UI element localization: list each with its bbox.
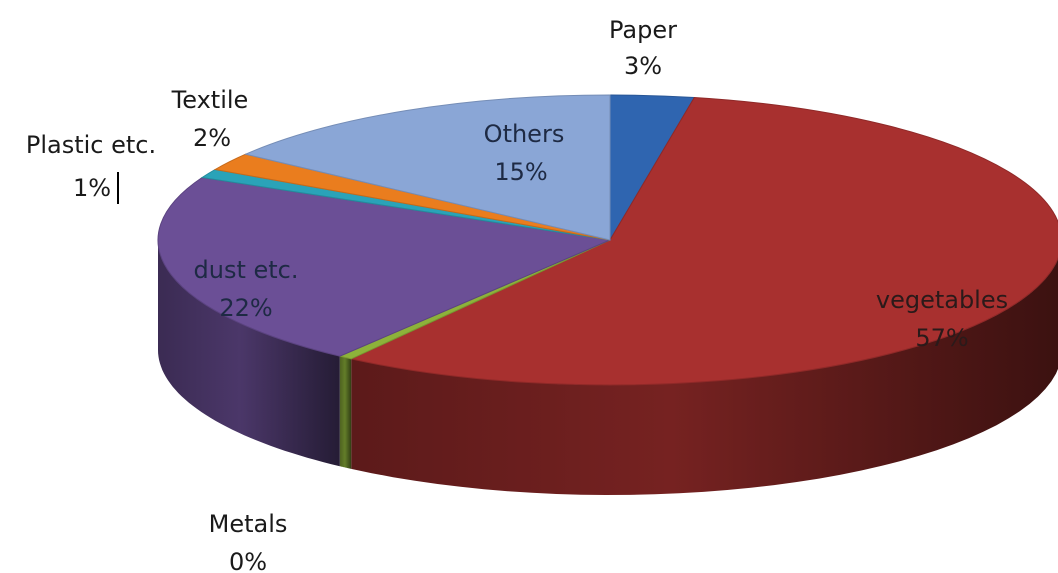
slice-value-textile: 2% [193, 124, 231, 152]
slice-label-metals: Metals [209, 510, 288, 538]
slice-label-plastic-etc: Plastic etc. [26, 131, 156, 159]
slice-value-dust-etc: 22% [219, 294, 272, 322]
text-cursor [117, 172, 119, 204]
slice-label-vegetables: vegetables [876, 286, 1008, 314]
pie-slice-others [244, 94, 611, 241]
slice-label-paper: Paper [609, 16, 677, 44]
slice-value-others: 15% [494, 158, 547, 186]
slice-label-others: Others [484, 120, 565, 148]
pie-side-vegetables [351, 258, 1058, 495]
slice-label-dust-etc: dust etc. [194, 256, 299, 284]
pie-side-dust-etc [158, 240, 340, 467]
slice-label-textile: Textile [171, 86, 249, 114]
pie-side-metals [339, 356, 352, 469]
pie-slice-dust-etc [157, 176, 612, 357]
pie-slice-vegetables [349, 96, 1058, 386]
slice-value-vegetables: 57% [915, 324, 968, 352]
slice-value-paper: 3% [624, 52, 662, 80]
slice-value-metals: 0% [229, 548, 267, 573]
slice-value-plastic-etc: 1% [73, 174, 111, 202]
